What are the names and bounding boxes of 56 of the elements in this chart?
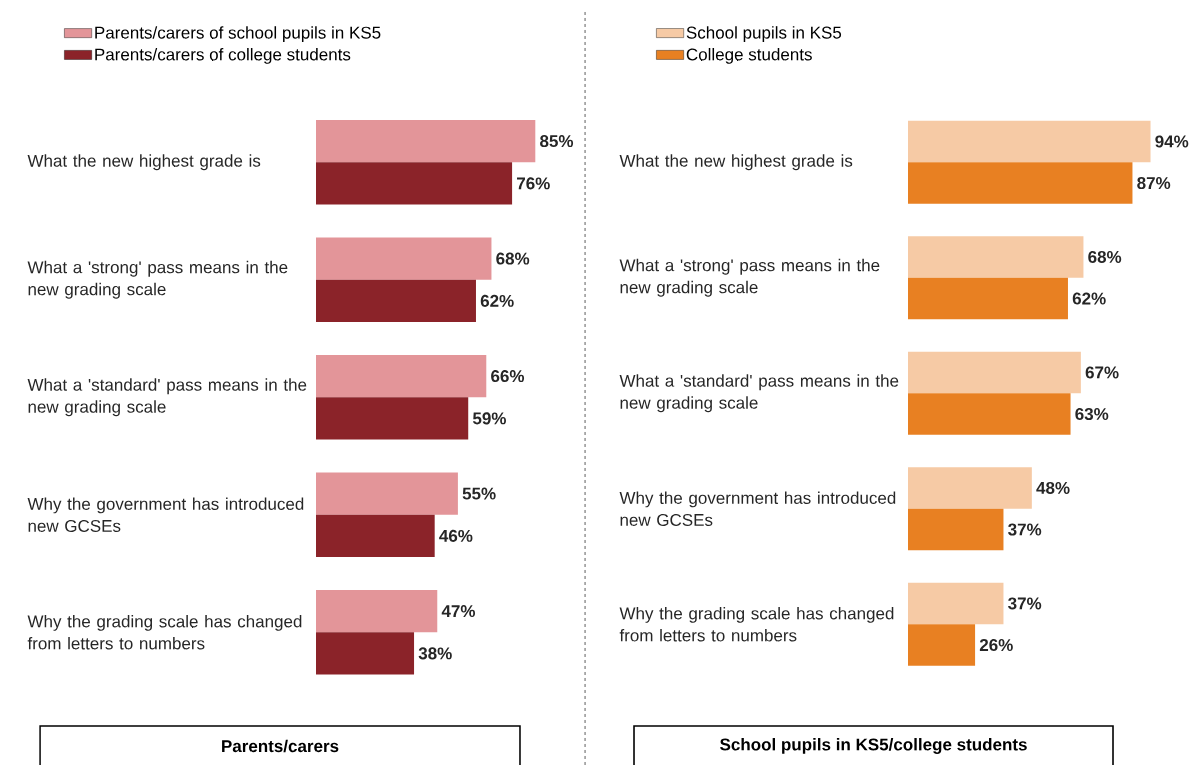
bar (908, 236, 1084, 278)
bar (316, 589, 438, 633)
y-tick-label: Why the government has introduced new GCSEs (27, 497, 304, 532)
bar (908, 467, 1032, 509)
data-label: 38% (418, 647, 452, 660)
data-label: 55% (462, 487, 496, 500)
y-tick-label: What a 'standard' pass means in the new grading scale (27, 378, 307, 417)
text: Parents/carers (222, 739, 339, 753)
y-tick-label: Why the grading scale has changed from letters to numbers (619, 607, 894, 642)
bar (908, 162, 1133, 204)
bar (316, 279, 476, 323)
bar (908, 351, 1081, 394)
y-tick-label: What a 'strong' pass means in the new grading scale (27, 260, 288, 299)
bar (316, 514, 435, 558)
legend-label: College students (686, 48, 812, 64)
data-label: 47% (441, 605, 476, 618)
y-tick-label: What the new highest grade is (619, 154, 853, 171)
y-tick-label: What a 'standard' pass means in the new grading scale (619, 374, 899, 413)
data-label: 62% (480, 294, 514, 307)
data-label: 67% (1085, 366, 1119, 379)
data-label: 63% (1075, 408, 1109, 421)
bar (908, 508, 1004, 551)
data-label: 85% (540, 135, 574, 148)
y-tick-label: What the new highest grade is (27, 154, 261, 171)
data-label: 76% (517, 177, 550, 190)
bar (316, 632, 415, 675)
y-tick-label: What a 'strong' pass means in the new grading scale (619, 258, 880, 297)
bar (316, 354, 487, 398)
data-label: 68% (496, 252, 530, 265)
bar (316, 397, 469, 440)
data-label: 48% (1036, 481, 1070, 494)
bar (908, 277, 1068, 320)
bar (908, 120, 1151, 163)
data-label: 87% (1137, 177, 1171, 190)
bar (316, 237, 492, 280)
data-label: 37% (1008, 523, 1042, 536)
data-label: 68% (1088, 250, 1122, 263)
bar (908, 393, 1071, 435)
data-label: 26% (979, 639, 1013, 652)
text: School pupils in KS5/college students (720, 738, 1027, 754)
legend-label: Parents/carers of school pupils in KS5 (95, 26, 381, 43)
bar (908, 624, 976, 666)
data-label: 66% (491, 370, 525, 383)
data-label: 59% (472, 412, 506, 425)
legend-label: School pupils in KS5 (686, 26, 842, 43)
bar (316, 472, 458, 515)
y-tick-label: Why the grading scale has changed from letters to numbers (27, 615, 302, 650)
y-tick-label: Why the government has introduced new GCSEs (619, 491, 896, 526)
legend-label: Parents/carers of college students (95, 48, 351, 64)
bar (316, 119, 536, 163)
bar (908, 582, 1004, 625)
bar (316, 162, 513, 205)
data-label: 37% (1008, 597, 1042, 610)
data-label: 46% (439, 529, 473, 542)
data-label: 62% (1072, 292, 1106, 305)
data-label: 94% (1155, 135, 1189, 148)
